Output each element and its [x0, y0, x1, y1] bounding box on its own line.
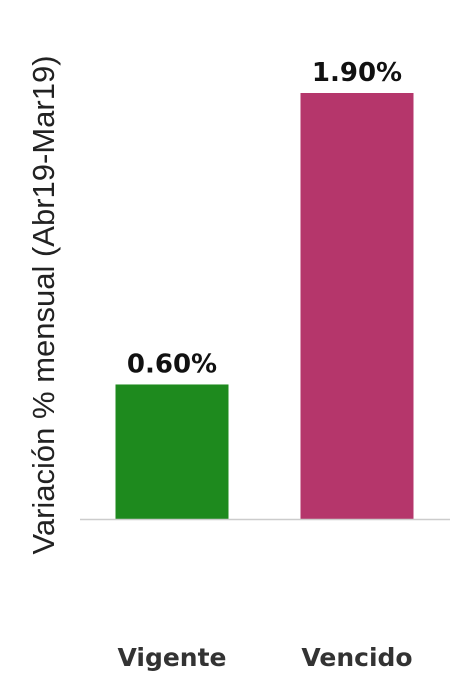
- y-axis-label: Variación % mensual (Abr19-Mar19): [26, 55, 61, 554]
- data-label-vencido: 1.90%: [312, 58, 402, 88]
- x-tick-label-vigente: Vigente: [117, 643, 226, 672]
- labels-layer: 0.60% Vigente 1.90% Vencido: [117, 58, 412, 672]
- bars-layer: [115, 93, 414, 519]
- x-tick-label-vencido: Vencido: [301, 643, 412, 672]
- bar-vigente: [115, 384, 229, 519]
- data-label-vigente: 0.60%: [127, 349, 217, 379]
- bar-vencido: [300, 93, 414, 519]
